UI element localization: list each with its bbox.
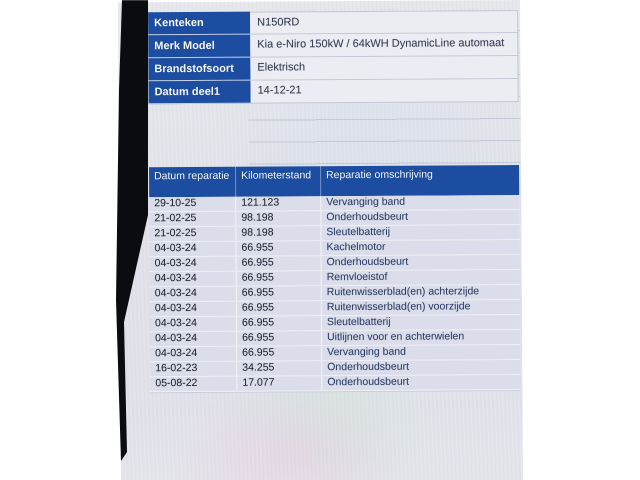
repair-date-cell: 29-10-25	[149, 196, 237, 212]
field-value: Elektrisch	[250, 56, 519, 81]
vehicle-info-row: Kenteken N150RD	[148, 10, 519, 36]
repair-km-cell: 98.198	[236, 226, 322, 241]
repair-description-cell: Sleutelbatterij	[326, 315, 391, 329]
field-label: Brandstofsoort	[148, 57, 251, 82]
repair-km-cell: 121.123	[236, 196, 322, 211]
vehicle-info-row: Merk Model Kia e-Niro 150kW / 64kWH Dyna…	[148, 33, 519, 59]
repair-description-cell: Onderhoudsbeurt	[327, 360, 410, 374]
repair-description-cell: Ruitenwisserblad(en) voorzijde	[326, 300, 471, 314]
column-header: Datum reparatie	[149, 166, 237, 198]
field-value: 14-12-21	[250, 79, 519, 104]
table-row: 05-08-22 17.077 Onderhoudsbeurt	[150, 375, 521, 393]
repairs-table-header: Datum reparatie Kilometerstand Reparatie…	[149, 165, 520, 198]
field-label: Kenteken	[148, 11, 251, 36]
field-value: Kia e-Niro 150kW / 64kWH DynamicLine aut…	[250, 33, 519, 58]
repair-date-cell: 05-08-22	[150, 376, 238, 392]
repair-date-cell: 21-02-25	[149, 211, 237, 227]
repair-description-cell: Uitlijnen voor en achterwielen	[327, 330, 465, 344]
repair-date-cell: 04-03-24	[149, 316, 238, 332]
repair-description-cell: Kachelmotor	[326, 240, 386, 254]
repair-description-cell: Ruitenwisserblad(en) achterzijde	[326, 285, 480, 299]
repair-date-cell: 21-02-25	[149, 226, 237, 242]
vehicle-info-row: Brandstofsoort Elektrisch	[148, 56, 519, 82]
repair-date-cell: 04-03-24	[149, 256, 237, 272]
column-header: Kilometerstand	[236, 166, 322, 197]
repair-km-cell: 66.955	[236, 286, 322, 301]
field-label: Merk Model	[148, 34, 251, 59]
repair-date-cell: 04-03-24	[149, 271, 237, 287]
repair-km-cell: 17.077	[237, 376, 323, 391]
repairs-table: Datum reparatie Kilometerstand Reparatie…	[149, 165, 521, 394]
repairs-table-body: 29-10-25 121.123 Vervanging band 21-02-2…	[149, 195, 521, 394]
repair-date-cell: 04-03-24	[149, 301, 237, 317]
repair-date-cell: 04-03-24	[149, 286, 237, 302]
repair-date-cell: 04-03-24	[150, 346, 238, 362]
repair-date-cell: 04-03-24	[149, 241, 237, 257]
repair-km-cell: 66.955	[236, 316, 323, 331]
column-header: Reparatie omschrijving	[326, 168, 433, 182]
repair-date-cell: 04-03-24	[150, 331, 238, 347]
repair-km-cell: 66.955	[237, 346, 323, 361]
field-value: N150RD	[250, 10, 519, 35]
screen: Kenteken N150RD Merk Model Kia e-Niro 15…	[118, 0, 523, 480]
repair-km-cell: 66.955	[236, 256, 322, 271]
repair-date-cell: 16-02-23	[150, 361, 238, 377]
repair-km-cell: 66.955	[237, 331, 323, 346]
repair-description-cell: Sleutelbatterij	[326, 225, 391, 239]
vehicle-info-row: Datum deel1 14-12-21	[148, 79, 519, 105]
repair-km-cell: 34.255	[237, 361, 323, 376]
repair-description-cell: Vervanging band	[326, 195, 406, 209]
repair-km-cell: 66.955	[236, 241, 322, 256]
repair-description-cell: Onderhoudsbeurt	[327, 375, 410, 389]
repair-description-cell: Remvloeistof	[326, 270, 388, 284]
field-label: Datum deel1	[148, 80, 251, 105]
repair-km-cell: 66.955	[236, 301, 322, 316]
repair-description-cell: Onderhoudsbeurt	[326, 255, 409, 269]
repair-description-cell: Vervanging band	[327, 345, 407, 359]
vehicle-info-table: Kenteken N150RD Merk Model Kia e-Niro 15…	[148, 10, 519, 105]
repair-km-cell: 98.198	[236, 211, 322, 226]
repair-km-cell: 66.955	[236, 271, 322, 286]
repair-description-cell: Onderhoudsbeurt	[326, 210, 409, 224]
